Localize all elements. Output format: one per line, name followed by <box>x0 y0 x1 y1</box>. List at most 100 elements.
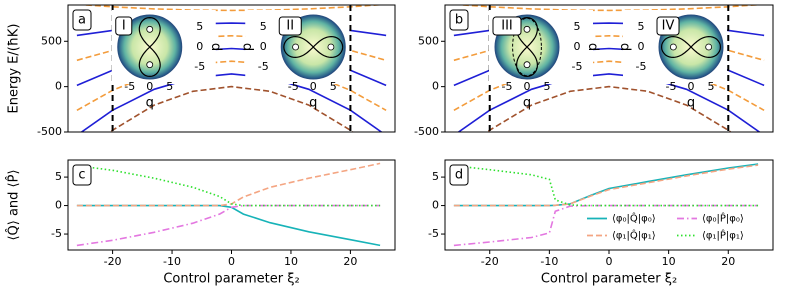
x-tick-label: 20 <box>343 255 357 268</box>
x-axis-label: Control parameter ξ₂ <box>541 272 677 287</box>
series-line <box>453 163 759 207</box>
axes-frame <box>67 4 396 133</box>
inset-x-tick-label: -5 <box>124 80 135 93</box>
y-tick-label: 500 <box>41 34 62 47</box>
inset-y-tick-label: -5 <box>636 60 647 73</box>
inset-x-tick-label: 5 <box>330 80 337 93</box>
inset-x-tick-label: -5 <box>502 80 513 93</box>
inset-x-tick-label: -5 <box>666 80 677 93</box>
inset-label-box <box>656 16 680 36</box>
y-tick-label: 0 <box>55 80 62 93</box>
inset-x-tick-label: 0 <box>524 80 531 93</box>
inset-label-box <box>278 16 302 36</box>
inset-y-tick-label: 5 <box>196 20 203 33</box>
inset-y-tick-label: -5 <box>194 60 205 73</box>
series-line <box>109 85 354 132</box>
inset-fixed-point <box>146 61 154 69</box>
inset-fixed-point <box>327 43 335 51</box>
panel-label-box <box>72 164 92 186</box>
panel-label-box <box>449 9 469 31</box>
x-tick-label: 0 <box>228 255 235 268</box>
inset-x-tick-label: 5 <box>708 80 715 93</box>
panel-label: b <box>455 13 463 28</box>
panel-label: d <box>455 168 463 183</box>
inset-y-label: p <box>208 43 223 51</box>
inset-label-box <box>492 16 522 36</box>
plot-area <box>76 162 381 247</box>
inset-x-tick-label: 0 <box>310 80 317 93</box>
inset-y-tick-label: 5 <box>638 20 645 33</box>
legend-label: ⟨φ₀|P̂|φ₀⟩ <box>702 212 744 225</box>
inset-fixed-point <box>705 43 713 51</box>
series-line <box>76 162 381 207</box>
panel-label-box <box>449 164 469 186</box>
axes-frame <box>444 4 774 133</box>
inset-x-tick-label: 5 <box>166 80 173 93</box>
inset-label: II <box>286 19 294 34</box>
inset-x-tick-label: 5 <box>544 80 551 93</box>
inset-x-label: q <box>523 96 531 111</box>
series-line <box>76 60 387 111</box>
inset-contour <box>660 35 721 59</box>
series-line <box>76 204 381 247</box>
x-tick-label: -10 <box>540 255 558 268</box>
series-line <box>486 85 732 132</box>
legend-label: ⟨φ₀|Q̂|φ₀⟩ <box>612 212 656 225</box>
y-tick-label: 5 <box>432 170 439 183</box>
panel-label: a <box>78 13 86 28</box>
y-tick-label: -500 <box>414 125 439 138</box>
inset-contour <box>515 16 539 77</box>
y-tick-label: 0 <box>432 80 439 93</box>
inset-y-label: p <box>240 43 255 51</box>
inset-label: I <box>122 19 126 34</box>
inset-contour <box>283 35 344 59</box>
inset-x-tick-label: 0 <box>146 80 153 93</box>
x-tick-label: -10 <box>163 255 181 268</box>
x-tick-label: -20 <box>481 255 499 268</box>
legend-label: ⟨φ₁|P̂|φ₁⟩ <box>702 229 744 242</box>
y-axis-label: ⟨Q̂⟩ and ⟨P̂⟩ <box>6 169 21 240</box>
inset-x-label: q <box>309 96 317 111</box>
inset-y-tick-label: 0 <box>638 40 645 53</box>
x-tick-label: 10 <box>284 255 298 268</box>
inset-x-tick-label: 0 <box>688 80 695 93</box>
inset-y-label: p <box>586 43 601 51</box>
inset-y-tick-label: 0 <box>196 40 203 53</box>
plot-area <box>453 163 759 247</box>
inset-label: IV <box>662 19 675 34</box>
series-line <box>76 164 381 207</box>
inset-y-tick-label: 0 <box>574 40 581 53</box>
y-tick-label: 0 <box>432 199 439 212</box>
series-line <box>457 73 761 132</box>
series-line <box>453 60 765 111</box>
inset-contour <box>138 16 161 77</box>
panel-label-box <box>72 9 92 31</box>
y-axis-label: Energy E/(ħK) <box>7 24 22 114</box>
inset-x-tick-label: -5 <box>288 80 299 93</box>
y-tick-label: -5 <box>51 227 62 240</box>
inset-x-label: q <box>687 96 695 111</box>
x-tick-label: 20 <box>721 255 735 268</box>
inset-y-tick-label: 0 <box>260 40 267 53</box>
inset-y-label: p <box>618 43 633 51</box>
series-line <box>453 164 759 207</box>
y-tick-label: -500 <box>37 125 62 138</box>
inset-y-tick-label: 5 <box>260 20 267 33</box>
inset-fixed-point <box>146 25 154 33</box>
x-tick-label: -20 <box>104 255 122 268</box>
series-line <box>453 5 765 12</box>
x-tick-label: 0 <box>606 255 613 268</box>
panel-label: c <box>78 168 85 183</box>
y-tick-label: 5 <box>55 170 62 183</box>
inset-label-box <box>115 16 133 36</box>
y-tick-label: 500 <box>418 34 439 47</box>
inset-fixed-point <box>523 25 531 33</box>
inset-x-label: q <box>146 96 154 111</box>
inset-fixed-point <box>523 61 531 69</box>
inset-fixed-point <box>669 43 677 51</box>
inset-y-tick-label: 5 <box>574 20 581 33</box>
inset-fixed-point <box>292 43 299 51</box>
inset-label: III <box>501 19 513 34</box>
series-line <box>453 164 759 207</box>
